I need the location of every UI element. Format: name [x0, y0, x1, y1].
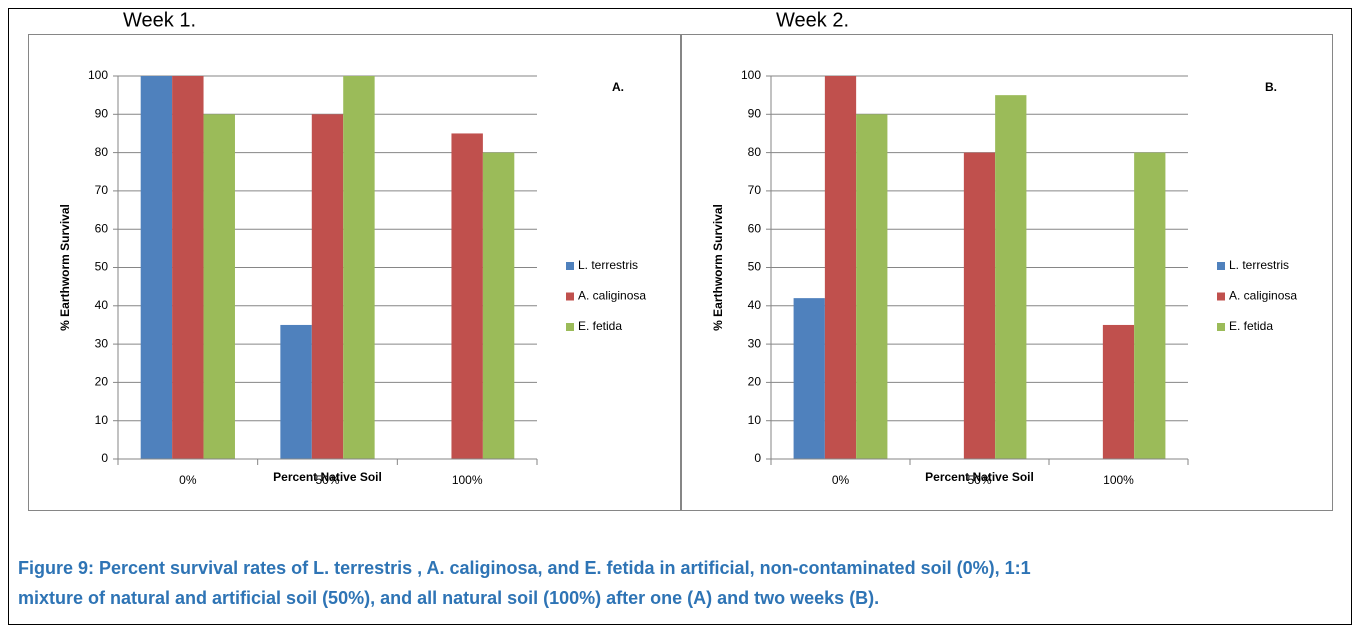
- y-axis-label: % Earthworm Survival: [58, 204, 72, 331]
- annotation: B.: [1265, 80, 1277, 94]
- legend-swatch: [1217, 292, 1225, 301]
- x-tick-label: 100%: [452, 473, 483, 487]
- x-tick-label: 0%: [832, 473, 850, 487]
- chart-title: Week 1.: [123, 9, 196, 31]
- legend-swatch: [566, 292, 574, 301]
- chart-frame: [681, 34, 1333, 511]
- bar: [343, 76, 375, 459]
- x-axis-label: Percent Native Soil: [273, 470, 382, 484]
- y-tick-label: 90: [748, 106, 762, 120]
- y-tick-label: 0: [101, 451, 108, 465]
- y-tick-label: 10: [748, 413, 762, 427]
- legend-label: E. fetida: [578, 319, 622, 333]
- legend-swatch: [1217, 323, 1225, 331]
- x-tick-label: 50%: [967, 473, 991, 487]
- bar: [311, 114, 344, 460]
- x-tick-label: 100%: [1103, 473, 1134, 487]
- legend-label: A. caliginosa: [578, 289, 646, 303]
- legend-label: A. caliginosa: [1229, 289, 1297, 303]
- y-tick-label: 50: [748, 260, 762, 274]
- y-tick-label: 60: [95, 221, 109, 235]
- y-tick-label: 80: [748, 145, 762, 159]
- y-tick-label: 20: [748, 375, 762, 389]
- legend-label: E. fetida: [1229, 319, 1273, 333]
- bar: [203, 114, 235, 460]
- chart-title: Week 2.: [776, 9, 849, 31]
- legend-label: L. terrestris: [578, 258, 638, 272]
- bar: [172, 76, 204, 459]
- y-tick-label: 100: [741, 68, 761, 82]
- y-tick-label: 20: [95, 375, 109, 389]
- bar: [793, 298, 825, 459]
- figure-border: [8, 8, 1352, 625]
- y-tick-label: 40: [95, 298, 109, 312]
- legend-label: L. terrestris: [1229, 258, 1289, 272]
- bar: [824, 76, 857, 459]
- bar: [482, 152, 515, 459]
- bar: [280, 324, 312, 459]
- y-tick-label: 50: [95, 260, 109, 274]
- x-tick-label: 0%: [179, 473, 197, 487]
- y-tick-label: 70: [95, 183, 109, 197]
- y-tick-label: 90: [95, 106, 109, 120]
- y-tick-label: 70: [748, 183, 762, 197]
- legend-swatch: [566, 323, 574, 331]
- y-tick-label: 10: [95, 413, 109, 427]
- annotation: A.: [612, 80, 624, 94]
- bar: [856, 114, 888, 460]
- y-tick-label: 40: [748, 298, 762, 312]
- y-tick-label: 80: [95, 145, 109, 159]
- caption-line: mixture of natural and artificial soil (…: [18, 588, 879, 608]
- bar: [963, 152, 996, 459]
- bar: [1134, 152, 1166, 459]
- chart-frame: [28, 34, 681, 511]
- bar: [1102, 324, 1135, 459]
- y-tick-label: 100: [88, 68, 108, 82]
- x-tick-label: 50%: [315, 473, 339, 487]
- bar: [995, 95, 1027, 460]
- y-tick-label: 30: [95, 336, 109, 350]
- x-axis-label: Percent Native Soil: [925, 470, 1034, 484]
- bar: [140, 76, 173, 459]
- legend-swatch: [1217, 262, 1225, 270]
- y-tick-label: 60: [748, 221, 762, 235]
- legend-swatch: [566, 262, 574, 270]
- y-tick-label: 30: [748, 336, 762, 350]
- bar: [451, 133, 483, 459]
- caption-line: Figure 9: Percent survival rates of L. t…: [18, 558, 1031, 578]
- y-tick-label: 0: [754, 451, 761, 465]
- y-axis-label: % Earthworm Survival: [711, 204, 725, 331]
